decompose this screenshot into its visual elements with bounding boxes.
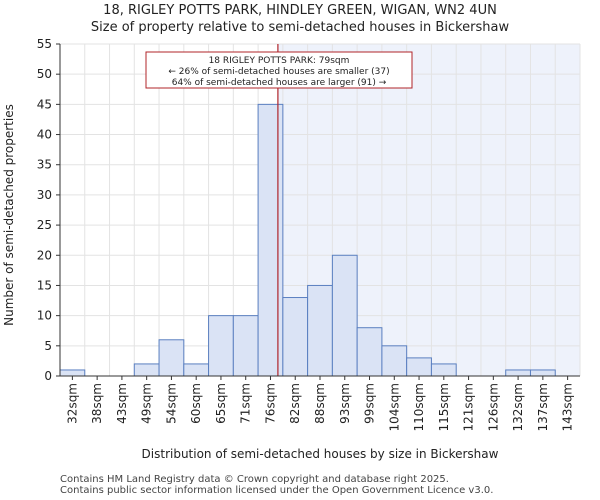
y-tick-label: 5 [44, 339, 52, 353]
bar-49sqm [133, 363, 160, 377]
x-tick-label: 71sqm [239, 383, 253, 424]
x-tick-label: 76sqm [263, 383, 277, 424]
annotation-frame [145, 51, 413, 89]
y-tick-label: 30 [37, 188, 52, 202]
bar-76sqm [257, 103, 284, 377]
x-tick-label: 54sqm [164, 383, 178, 424]
y-tick-label: 25 [37, 218, 52, 232]
x-tick-label: 32sqm [65, 383, 79, 424]
annotation-line-1: 18 RIGLEY POTTS PARK: 79sqm [209, 56, 350, 66]
annotation-box: 18 RIGLEY POTTS PARK: 79sqm ← 26% of sem… [145, 51, 413, 89]
x-tick-label: 110sqm [412, 383, 426, 431]
bar-60sqm [183, 363, 210, 377]
y-axis-label: Number of semi-detached properties [2, 104, 16, 326]
bar-32sqm [59, 369, 86, 377]
bar-82sqm [282, 297, 309, 377]
x-tick-label: 93sqm [338, 383, 352, 424]
bar-65sqm [208, 315, 234, 377]
annotation-line-3: 64% of semi-detached houses are larger (… [172, 78, 387, 88]
y-tick-label: 35 [37, 158, 52, 172]
x-tick-label: 82sqm [288, 383, 302, 424]
bar-137sqm [529, 369, 556, 377]
x-tick-label: 99sqm [363, 383, 377, 424]
bar-71sqm [232, 315, 259, 377]
annotation-line-2: ← 26% of semi-detached houses are smalle… [168, 67, 389, 77]
x-tick-label: 143sqm [561, 383, 575, 431]
x-tick-label: 88sqm [313, 383, 327, 424]
y-tick-labels: 0 5 10 15 20 25 30 35 40 45 50 55 [37, 37, 60, 383]
y-tick-label: 45 [37, 97, 52, 111]
x-tick-label: 49sqm [140, 383, 154, 424]
bar-93sqm [331, 254, 358, 377]
bar-99sqm [356, 327, 383, 377]
footer-licence: Contains public sector information licen… [60, 485, 494, 496]
y-tick-label: 10 [37, 309, 52, 323]
x-tick-label: 132sqm [511, 383, 525, 431]
x-tick-label: 137sqm [536, 383, 550, 431]
x-tick-label: 104sqm [387, 383, 401, 431]
x-tick-label: 65sqm [214, 383, 228, 424]
x-tick-label: 121sqm [462, 383, 476, 431]
x-tick-label: 126sqm [486, 383, 500, 431]
y-tick-label: 55 [37, 37, 52, 51]
bar-115sqm [430, 363, 457, 377]
y-tick-label: 0 [44, 369, 52, 383]
bar-104sqm [381, 345, 408, 377]
x-tick-label: 38sqm [90, 383, 104, 424]
y-tick-label: 40 [37, 128, 52, 142]
bar-54sqm [158, 339, 185, 377]
y-tick-label: 15 [37, 278, 52, 292]
x-axis-label: Distribution of semi-detached houses by … [142, 447, 499, 461]
x-tick-labels: 32sqm 38sqm 43sqm 49sqm 54sqm 60sqm 65sqm 71sqm… [65, 376, 575, 431]
chart-subtitle: Size of property relative to semi-detach… [90, 20, 510, 35]
y-tick-label: 20 [37, 248, 52, 262]
bar-110sqm [406, 357, 432, 377]
bar-88sqm [307, 284, 333, 377]
bars [59, 103, 556, 377]
grid-lines [59, 43, 581, 377]
bar-132sqm [505, 369, 531, 377]
footer-copyright: Contains HM Land Registry data © Crown c… [60, 474, 449, 485]
chart-title: 18, RIGLEY POTTS PARK, HINDLEY GREEN, WI… [103, 3, 497, 18]
x-tick-label: 60sqm [189, 383, 203, 424]
x-tick-label: 115sqm [437, 383, 451, 431]
x-tick-label: 43sqm [115, 383, 129, 424]
y-tick-label: 50 [37, 67, 52, 81]
